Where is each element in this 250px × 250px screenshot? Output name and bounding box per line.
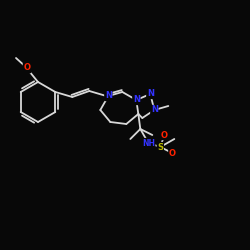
Text: O: O bbox=[24, 64, 30, 72]
Text: N: N bbox=[105, 92, 112, 100]
Text: O: O bbox=[24, 64, 30, 72]
Text: N: N bbox=[133, 96, 140, 104]
Text: NH: NH bbox=[142, 138, 155, 147]
Text: N: N bbox=[151, 106, 158, 114]
Text: O: O bbox=[169, 148, 176, 158]
Text: S: S bbox=[157, 142, 163, 152]
Text: N: N bbox=[147, 90, 154, 98]
Text: O: O bbox=[161, 130, 168, 140]
